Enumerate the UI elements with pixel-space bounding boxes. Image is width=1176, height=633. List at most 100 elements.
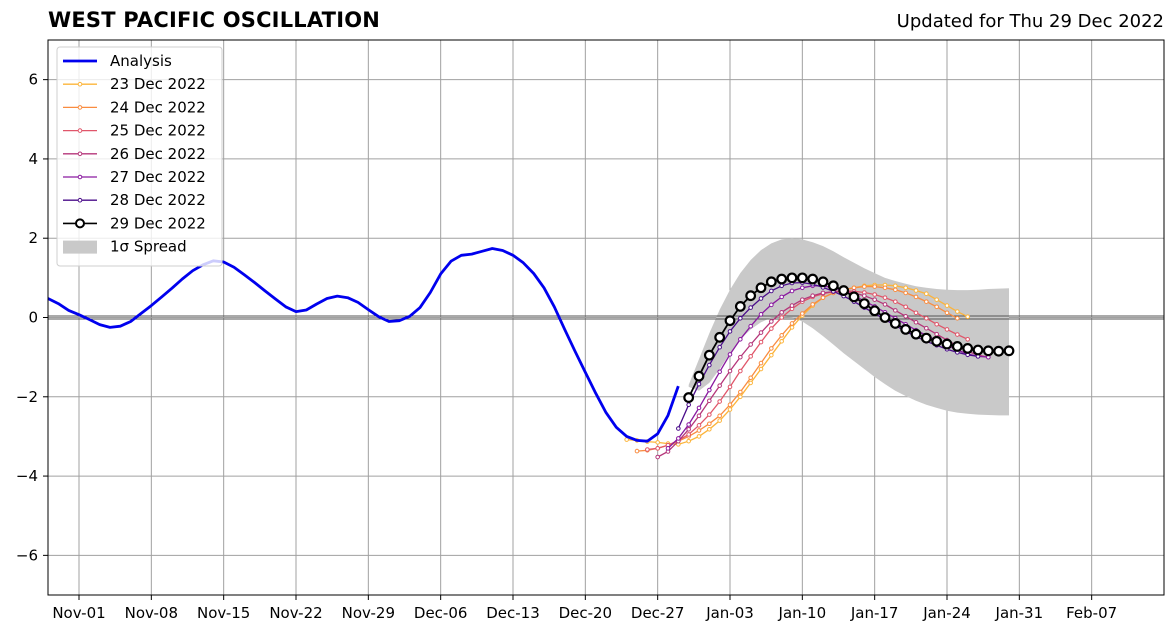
legend-item[interactable]: 28 Dec 2022 — [63, 191, 206, 209]
series-point — [944, 310, 950, 316]
series-point — [727, 402, 733, 408]
x-tick-label: Dec-06 — [414, 604, 468, 622]
series-point — [924, 299, 929, 304]
series-point — [634, 448, 640, 454]
series-point — [972, 344, 984, 356]
series-point — [748, 323, 753, 329]
x-tick-label: Jan-10 — [778, 604, 827, 622]
series-point — [893, 287, 898, 293]
y-tick-label: 4 — [28, 150, 38, 168]
series-point — [758, 312, 764, 317]
series-point — [882, 302, 888, 307]
series-point — [769, 326, 774, 331]
legend-item[interactable]: Analysis — [63, 52, 172, 70]
legend-item[interactable]: 24 Dec 2022 — [63, 98, 206, 116]
series-point — [848, 291, 860, 303]
series-point — [807, 273, 819, 285]
series-point — [655, 446, 660, 451]
series-point — [882, 295, 888, 300]
legend-label: 28 Dec 2022 — [110, 191, 206, 209]
legend-item[interactable]: 26 Dec 2022 — [63, 145, 206, 163]
series-point — [931, 335, 943, 347]
series-point — [838, 285, 850, 296]
legend[interactable]: Analysis 23 Dec 2022 24 Dec 2022 25 Dec 202… — [56, 46, 223, 267]
series-point — [779, 310, 784, 315]
series-point — [717, 399, 722, 404]
series-point — [779, 294, 784, 300]
series-point — [758, 296, 764, 301]
series-point — [913, 294, 919, 300]
series-point — [738, 337, 743, 342]
x-tick-label: Nov-15 — [197, 604, 250, 622]
series-point — [686, 422, 691, 427]
series-point — [686, 426, 691, 432]
series-point — [745, 290, 757, 302]
series-point — [738, 354, 743, 360]
series-point — [769, 288, 774, 294]
series-line — [626, 284, 968, 446]
series-point — [869, 305, 881, 317]
series-point — [862, 293, 867, 298]
series-point — [748, 342, 753, 347]
legend-marker — [77, 174, 83, 180]
series-point — [951, 341, 963, 352]
x-tick-label: Jan-03 — [705, 604, 754, 622]
y-tick-label: −6 — [16, 546, 38, 564]
spread-band — [688, 238, 1009, 416]
legend-marker — [77, 151, 83, 157]
series-point — [655, 440, 660, 445]
series-point — [686, 432, 691, 437]
series-point — [962, 343, 974, 354]
series-point — [707, 398, 712, 404]
legend-label: 26 Dec 2022 — [110, 145, 206, 163]
series-point — [1003, 345, 1015, 357]
series-point — [779, 338, 784, 344]
x-tick-label: Jan-31 — [995, 604, 1044, 622]
series-point — [900, 323, 912, 335]
series-point — [717, 344, 722, 350]
series-point — [789, 325, 795, 330]
series-point — [879, 312, 891, 323]
legend-item[interactable]: 23 Dec 2022 — [63, 75, 206, 93]
series-point — [765, 276, 777, 288]
legend-item[interactable]: 1σ Spread — [63, 238, 187, 256]
series-point — [748, 380, 753, 386]
legend-label: 23 Dec 2022 — [110, 75, 206, 93]
series-point — [893, 283, 898, 289]
series-point — [913, 288, 919, 293]
x-tick-label: Jan-24 — [922, 604, 971, 622]
x-tick-label: Feb-07 — [1066, 604, 1117, 622]
legend-item[interactable]: 29 Dec 2022 — [63, 214, 206, 232]
series-point — [955, 315, 960, 321]
series-point — [738, 315, 743, 321]
series-point — [965, 314, 970, 320]
series-point — [707, 421, 712, 427]
series-point — [858, 298, 870, 310]
series-point — [703, 349, 715, 361]
series-point — [727, 352, 733, 357]
series-point — [734, 301, 746, 312]
series-point — [686, 438, 691, 444]
series-point — [645, 447, 650, 452]
series-point — [910, 328, 922, 340]
series-point — [748, 354, 753, 359]
series-point — [696, 381, 702, 387]
series-point — [696, 413, 702, 419]
axes: Nov-01 Nov-08 Nov-15 Nov-22 Nov-29 Dec-06 Dec-… — [16, 39, 1165, 622]
updated-label: Updated for Thu 29 Dec 2022 — [896, 11, 1164, 32]
series-point — [820, 290, 826, 296]
legend-item[interactable]: 27 Dec 2022 — [63, 168, 206, 186]
series-point — [993, 345, 1005, 357]
chart-title: WEST PACIFIC OSCILLATION — [48, 8, 381, 32]
series-point — [727, 368, 733, 374]
legend-item[interactable]: 25 Dec 2022 — [63, 122, 206, 140]
x-tick-label: Nov-01 — [52, 604, 105, 622]
series-point — [913, 319, 919, 325]
series-point — [827, 280, 839, 292]
series-point — [727, 329, 733, 334]
legend-swatch — [63, 240, 97, 254]
series-point — [934, 304, 939, 310]
series-point — [817, 276, 829, 288]
series-point — [686, 402, 691, 408]
series-point — [851, 285, 857, 291]
